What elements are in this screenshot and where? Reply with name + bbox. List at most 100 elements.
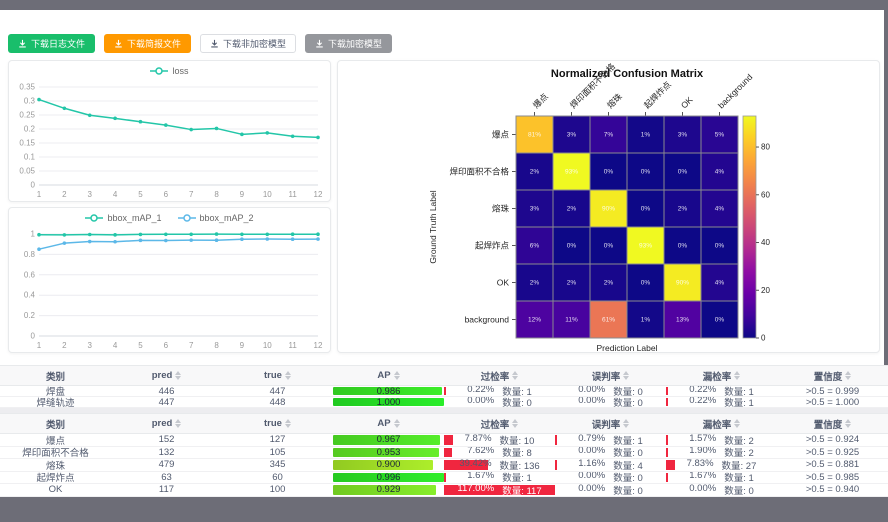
column-header-2[interactable]: true — [222, 366, 333, 386]
ap-value: 0.986 — [376, 386, 401, 397]
legend-marker-icon — [177, 214, 196, 222]
svg-text:61%: 61% — [602, 317, 615, 324]
svg-text:焊印面积不合格: 焊印面积不合格 — [449, 167, 509, 177]
column-header-4[interactable]: 过检率 — [444, 414, 555, 434]
column-header-4[interactable]: 过检率 — [444, 366, 555, 386]
column-header-label: 过检率 — [480, 371, 510, 383]
confidence-cell: >0.5 = 0.925 — [777, 447, 888, 459]
metric-percent: 0.00% — [689, 484, 717, 494]
column-header-label: 漏检率 — [702, 419, 732, 431]
svg-text:0.3: 0.3 — [24, 97, 36, 106]
svg-text:0.4: 0.4 — [24, 291, 36, 300]
svg-text:0%: 0% — [641, 206, 651, 213]
metric-count: 数量: 27 — [721, 460, 757, 472]
column-header-2[interactable]: true — [222, 414, 333, 434]
column-header-5[interactable]: 误判率 — [555, 366, 666, 386]
column-header-label: true — [264, 370, 282, 381]
legend-item-loss[interactable]: loss — [150, 66, 189, 76]
metric-bar — [444, 387, 446, 395]
column-header-3[interactable]: AP — [333, 414, 444, 434]
svg-text:8: 8 — [214, 341, 219, 350]
loss-chart-card: loss 0 0.05 0.1 0.15 0.2 0.25 0.3 0.35 1 2 3 4 5 6 7 8 9… — [8, 60, 331, 202]
metric-percent: 7.83% — [686, 459, 714, 469]
column-header-1[interactable]: pred — [111, 366, 222, 386]
sort-icon[interactable] — [512, 419, 519, 428]
column-header-6[interactable]: 漏检率 — [666, 414, 777, 434]
metric-cell: 7.62% 数量: 8 — [444, 447, 555, 459]
confidence-cell: >0.5 = 1.000 — [777, 397, 888, 408]
sort-icon[interactable] — [175, 371, 182, 380]
download-toolbar: 下载日志文件 下载简报文件 下载非加密模型 下载加密模型 — [8, 34, 393, 53]
ap-cell: 0.996 — [333, 472, 444, 484]
metric-text: 0.79% 数量: 1 — [578, 434, 643, 446]
sort-icon[interactable] — [393, 419, 400, 428]
confidence-cell: >0.5 = 0.999 — [777, 386, 888, 397]
sort-icon[interactable] — [284, 371, 291, 380]
button-label: 下载非加密模型 — [223, 39, 287, 49]
metric-count: 数量: 2 — [724, 448, 754, 459]
download-unencrypted-model-button[interactable]: 下载非加密模型 — [200, 34, 297, 53]
column-header-label: true — [264, 418, 282, 429]
svg-text:81%: 81% — [528, 132, 541, 139]
metric-percent: 0.00% — [467, 397, 495, 406]
svg-text:1: 1 — [31, 230, 36, 239]
sort-icon[interactable] — [284, 419, 291, 428]
svg-text:熔珠: 熔珠 — [492, 204, 510, 214]
ap-cell: 0.929 — [333, 484, 444, 497]
sort-icon[interactable] — [845, 419, 852, 428]
svg-text:Ground Truth Label: Ground Truth Label — [428, 190, 438, 263]
download-report-button[interactable]: 下载简报文件 — [104, 34, 192, 53]
metric-percent: 1.67% — [467, 471, 495, 482]
column-header-5[interactable]: 误判率 — [555, 414, 666, 434]
svg-text:爆点: 爆点 — [492, 130, 510, 140]
sort-icon[interactable] — [845, 371, 852, 380]
svg-text:0%: 0% — [567, 243, 577, 250]
metric-percent: 1.67% — [689, 471, 717, 482]
column-header-3[interactable]: AP — [333, 366, 444, 386]
column-header-7[interactable]: 置信度 — [777, 366, 888, 386]
metric-bar — [666, 460, 675, 470]
svg-text:起焊炸点: 起焊炸点 — [642, 79, 673, 110]
svg-text:7%: 7% — [604, 132, 614, 139]
button-label: 下载简报文件 — [127, 39, 182, 49]
class-name-cell: 焊盘 — [0, 386, 111, 397]
download-icon — [18, 39, 27, 48]
ap-value: 0.900 — [376, 459, 401, 471]
column-header-6[interactable]: 漏检率 — [666, 366, 777, 386]
metric-text: 1.16% 数量: 4 — [578, 459, 643, 471]
download-log-button[interactable]: 下载日志文件 — [8, 34, 96, 53]
metric-cell: 1.90% 数量: 2 — [666, 447, 777, 459]
legend-item-bbox_mAP_1[interactable]: bbox_mAP_1 — [85, 213, 162, 223]
metric-bar — [444, 435, 453, 445]
sort-icon[interactable] — [623, 371, 630, 380]
legend-label: bbox_mAP_2 — [199, 213, 254, 223]
column-header-7[interactable]: 置信度 — [777, 414, 888, 434]
svg-text:0.8: 0.8 — [24, 250, 36, 259]
metric-text: 7.62% 数量: 8 — [467, 447, 532, 459]
legend-item-bbox_mAP_2[interactable]: bbox_mAP_2 — [177, 213, 254, 223]
sort-icon[interactable] — [734, 419, 741, 428]
svg-text:80: 80 — [761, 143, 770, 152]
map-chart-card: bbox_mAP_1 bbox_mAP_2 0 0.2 0.4 0.6 0.8 1 1 2 3 4 5… — [8, 207, 331, 353]
sort-icon[interactable] — [734, 371, 741, 380]
svg-text:90%: 90% — [602, 206, 615, 213]
svg-text:11%: 11% — [565, 317, 578, 324]
svg-text:0.6: 0.6 — [24, 270, 36, 279]
pred-cell: 479 — [111, 459, 222, 472]
svg-text:5%: 5% — [715, 132, 725, 139]
metric-cell: 1.67% 数量: 1 — [666, 471, 777, 484]
metric-text: 1.67% 数量: 1 — [467, 471, 532, 484]
true-cell: 60 — [222, 472, 333, 484]
sort-icon[interactable] — [393, 371, 400, 380]
column-header-label: AP — [377, 370, 391, 381]
sort-icon[interactable] — [623, 419, 630, 428]
column-header-label: 类别 — [45, 419, 65, 431]
svg-text:background: background — [716, 72, 755, 111]
download-encrypted-model-button[interactable]: 下载加密模型 — [305, 34, 393, 53]
sort-icon[interactable] — [175, 419, 182, 428]
sort-icon[interactable] — [512, 371, 519, 380]
ap-bar — [333, 460, 433, 470]
class-name-cell: 爆点 — [0, 434, 111, 447]
ap-cell: 1.000 — [333, 397, 444, 408]
column-header-1[interactable]: pred — [111, 414, 222, 434]
